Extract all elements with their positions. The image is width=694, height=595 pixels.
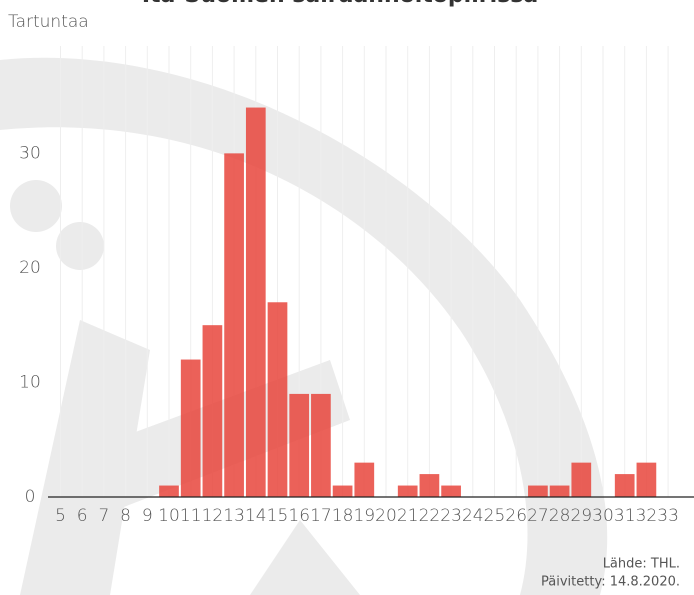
x-tick-label: 9 [142,506,153,526]
x-tick-label: 25 [484,506,506,526]
x-tick-label: 18 [332,506,354,526]
x-tick-label: 5 [55,506,66,526]
bar [636,462,657,497]
x-tick-label: 7 [98,506,109,526]
bar [311,393,331,497]
x-tick-label: 17 [310,506,332,526]
updated: Päivitetty: 14.8.2020. [541,575,680,590]
x-tick-label: 14 [245,506,267,526]
bar [419,474,440,497]
y-tick-label: 10 [19,372,41,392]
x-tick-label: 31 [614,506,636,526]
x-tick-label: 26 [505,506,527,526]
watermark-dot [56,222,104,270]
x-tick-label: 15 [267,506,289,526]
y-tick-label: 20 [19,258,41,278]
bar [397,485,418,497]
bar [528,485,548,497]
bar [354,462,375,497]
x-tick-label: 22 [419,506,441,526]
y-tick-label: 0 [25,487,36,507]
x-tick-label: 16 [288,506,310,526]
x-tick-label: 33 [657,506,679,526]
x-tick-label: 12 [202,506,224,526]
bar [245,107,266,497]
bar [224,153,244,497]
x-tick-label: 20 [375,506,397,526]
bar [159,485,179,497]
bar [267,302,288,497]
bar [549,485,570,497]
bar [202,325,223,497]
x-tick-label: 6 [77,506,88,526]
bar [180,359,201,497]
bar [614,474,635,497]
x-tick-label: 10 [158,506,180,526]
watermark-dot [10,180,62,232]
x-tick-label: 28 [549,506,571,526]
y-axis-label: Tartuntaa [8,12,89,32]
x-tick-label: 8 [120,506,131,526]
x-tick-label: 24 [462,506,484,526]
x-tick-label: 23 [440,506,462,526]
x-tick-label: 21 [397,506,419,526]
bar [441,485,461,497]
y-tick-label: 30 [19,143,41,163]
x-tick-label: 19 [353,506,375,526]
bar [289,393,310,497]
x-tick-label: 29 [570,506,592,526]
x-tick-label: 13 [223,506,245,526]
bar [332,485,353,497]
x-tick-label: 27 [527,506,549,526]
source: Lähde: THL. [603,557,680,572]
bar [571,462,592,497]
chart-title: Itä-Suomen sairaanhoitopiirissä [142,0,538,8]
watermark-shape [250,520,360,595]
x-tick-label: 30 [592,506,614,526]
x-tick-label: 32 [636,506,658,526]
x-tick-label: 11 [180,506,202,526]
